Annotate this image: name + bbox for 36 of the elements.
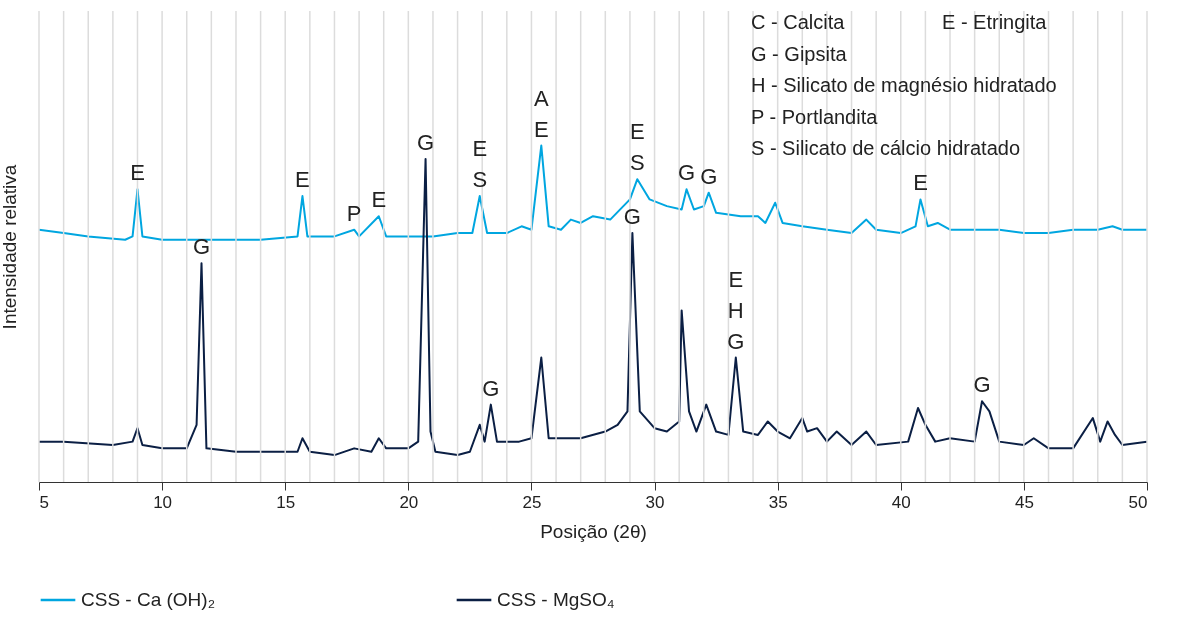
annotation: E: [130, 160, 145, 186]
annotation: G: [700, 163, 718, 189]
text: P - Portlandita: [751, 105, 879, 128]
annotation: E S: [629, 119, 645, 176]
annotation: G: [678, 160, 696, 186]
annotation: E: [295, 167, 310, 193]
annotation: P: [346, 200, 362, 226]
x-tick-label: 20: [399, 492, 419, 512]
annotation: G: [192, 234, 211, 260]
x-tick-label: 15: [276, 492, 296, 512]
x-tick-label: 10: [153, 492, 173, 512]
annotation: E S: [472, 136, 488, 193]
legend-label: CSS - MgSO₄: [497, 589, 615, 610]
text: C - Calcita: [751, 11, 846, 33]
x-tick-label: 50: [1128, 492, 1148, 512]
annotation: G: [482, 375, 500, 401]
x-axis-title: Posição (2θ): [540, 520, 647, 542]
annotation: E: [371, 187, 387, 213]
text: G - Gipsita: [751, 42, 848, 65]
x-tick-label: 40: [891, 492, 911, 512]
annotation: A E: [533, 85, 549, 142]
annotation: G: [973, 372, 991, 398]
annotation: E: [913, 170, 928, 196]
text: H - Silicato de magnésio hidratado: [751, 74, 1057, 96]
x-tick-label: 45: [1014, 492, 1034, 512]
annotation: E H G: [727, 266, 745, 354]
legend-label: CSS - Ca (OH)₂: [81, 589, 216, 610]
annotation: G: [417, 130, 435, 156]
y-axis-title: Intensidade relativa: [0, 164, 20, 330]
x-tick-label: 30: [645, 492, 665, 512]
text: E - Etringita: [942, 11, 1048, 33]
x-tick-label: 25: [522, 492, 542, 512]
x-tick-label: 35: [768, 492, 788, 512]
annotation: S - Silicato de cálcio hidratado: [751, 137, 1021, 159]
annotation: G: [623, 204, 641, 230]
x-tick-label: 5: [39, 492, 49, 512]
